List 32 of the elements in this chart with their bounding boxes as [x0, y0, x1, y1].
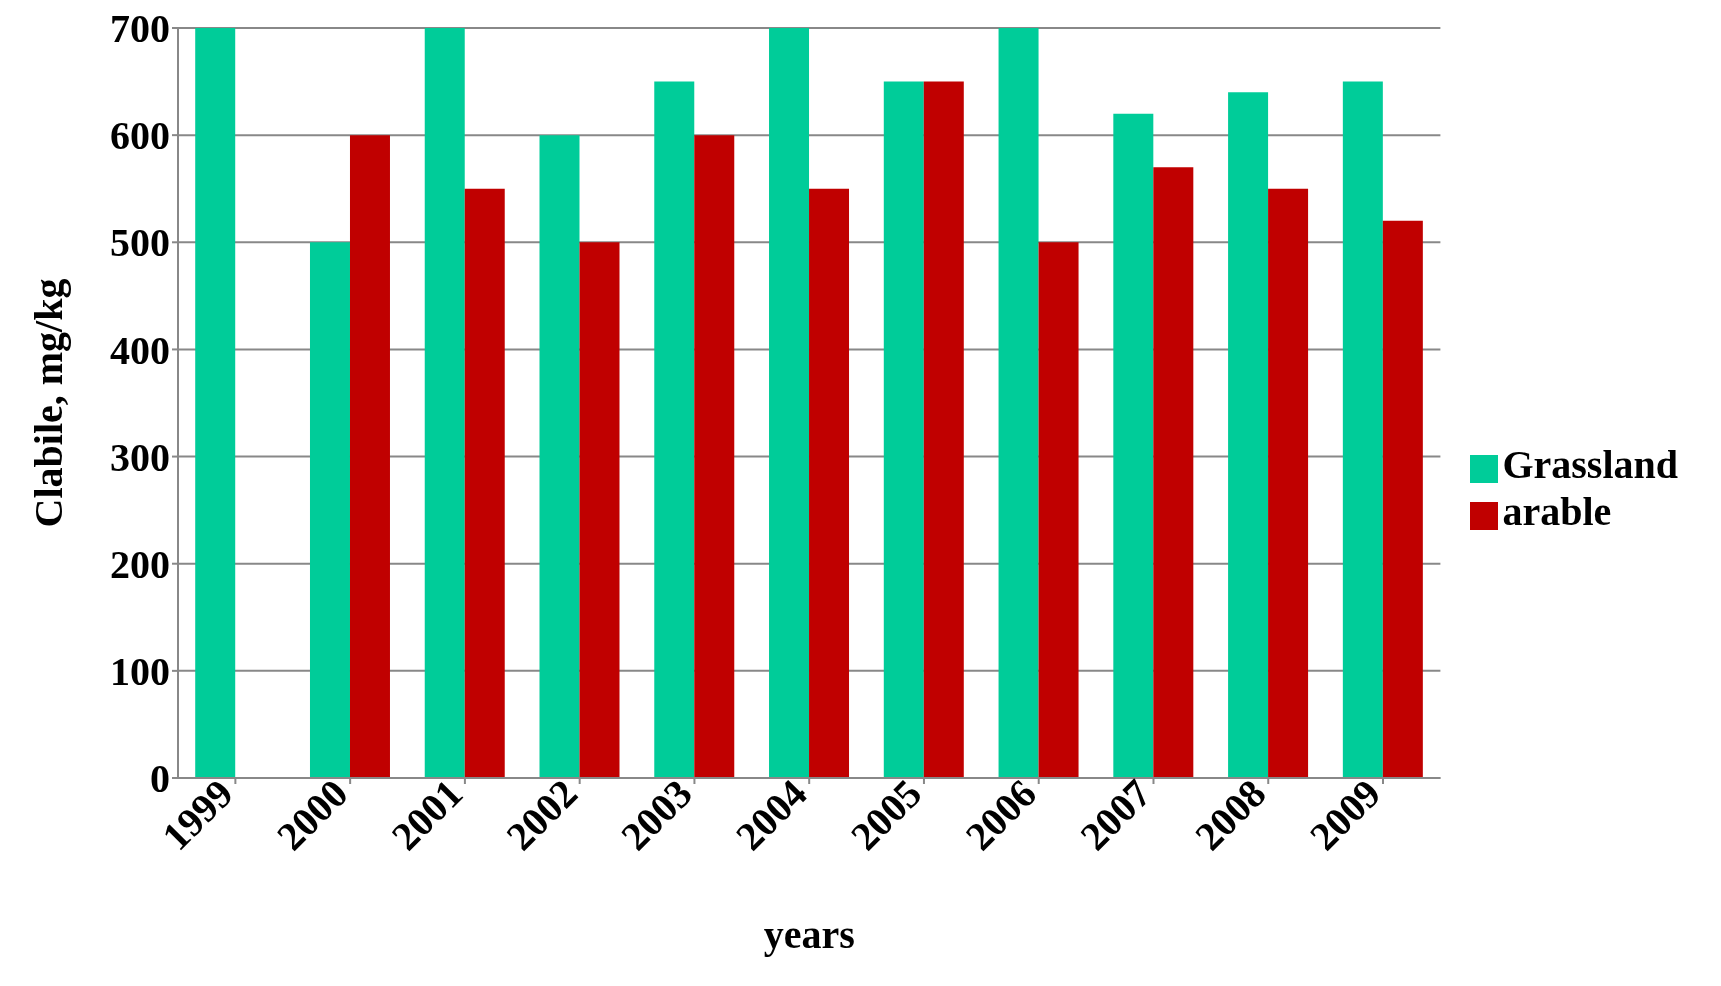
bar — [809, 188, 850, 778]
bar — [998, 28, 1039, 778]
y-tick-label: 300 — [110, 434, 170, 480]
bar — [694, 135, 735, 778]
bar — [883, 81, 924, 778]
legend-label: Grassland — [1502, 442, 1678, 487]
legend-label: arable — [1502, 489, 1612, 534]
bar — [769, 28, 810, 778]
bar — [1113, 113, 1154, 778]
bar — [464, 188, 505, 778]
bar — [579, 242, 620, 778]
y-axis-title: Clabile, mg/kg — [26, 278, 72, 528]
bar — [1153, 167, 1194, 778]
bar — [424, 28, 465, 778]
bar — [1038, 242, 1079, 778]
bar — [195, 28, 236, 778]
bar — [309, 242, 350, 778]
bar — [539, 135, 580, 778]
y-tick-label: 100 — [110, 649, 170, 695]
x-axis-title: years — [763, 912, 855, 957]
bar — [1342, 81, 1383, 778]
y-tick-label: 500 — [110, 220, 170, 266]
bar — [654, 81, 695, 778]
y-tick-label: 600 — [110, 113, 170, 159]
bar — [923, 81, 964, 778]
bar — [349, 135, 390, 778]
bar — [1382, 220, 1423, 778]
y-tick-label: 200 — [110, 541, 170, 587]
bar — [1268, 188, 1309, 778]
bar — [1228, 92, 1269, 778]
y-tick-label: 700 — [110, 6, 170, 52]
y-tick-label: 400 — [110, 327, 170, 373]
